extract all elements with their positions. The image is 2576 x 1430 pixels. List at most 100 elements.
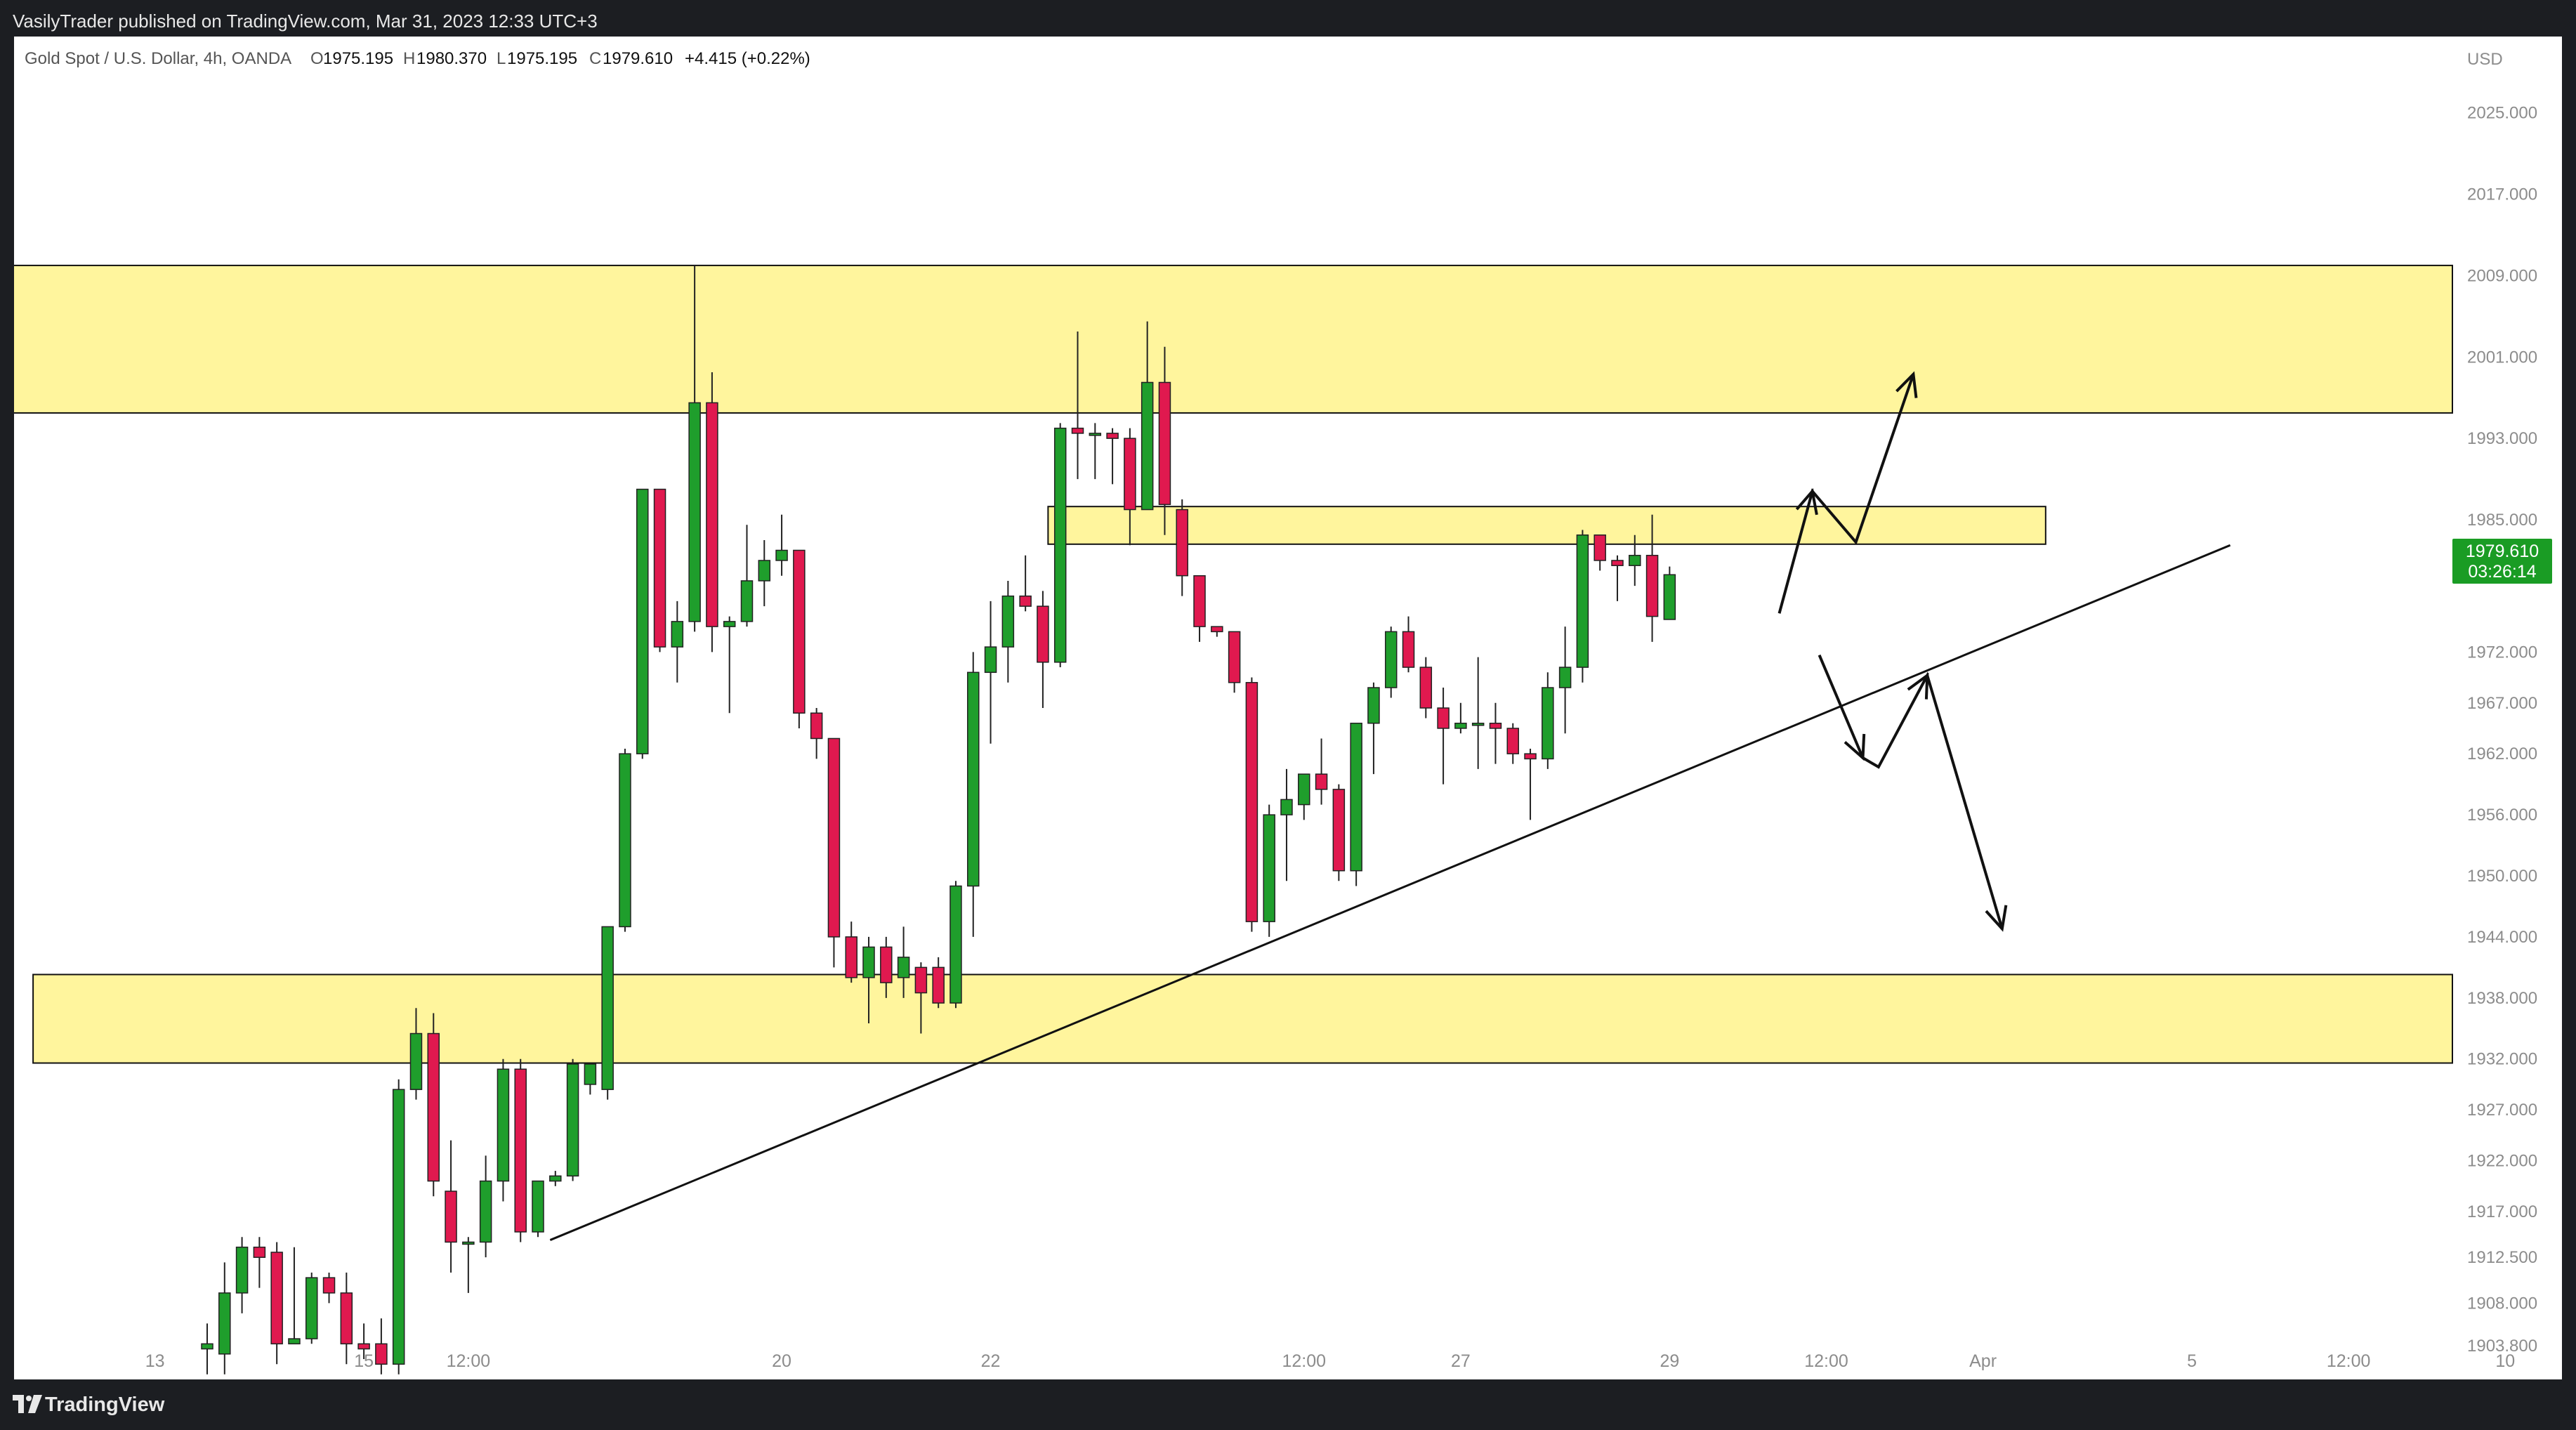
price-badge-bg <box>2452 539 2552 584</box>
candle-10 <box>357 1323 370 1360</box>
candle-body <box>688 402 701 622</box>
legend-high-key: H <box>403 49 415 68</box>
candle-body <box>392 1089 405 1365</box>
trendline-layer <box>549 544 2231 1241</box>
candle-79 <box>1558 627 1572 734</box>
candle-body <box>967 671 980 887</box>
candle-8 <box>322 1272 336 1304</box>
candle-24 <box>601 926 614 1100</box>
zone-2 <box>1047 506 2046 545</box>
candle-body <box>479 1180 492 1243</box>
candle-74 <box>1471 657 1485 769</box>
candle-18 <box>497 1058 510 1202</box>
candle-body <box>235 1246 249 1294</box>
candle-40 <box>880 936 893 998</box>
trendline <box>549 544 2231 1241</box>
candle-body <box>514 1068 527 1233</box>
candle-body <box>1263 814 1275 922</box>
legend-low-key: L <box>497 49 506 68</box>
candle-62 <box>1263 804 1275 937</box>
projection-arrowhead <box>1985 905 2008 932</box>
candle-23 <box>584 1063 597 1095</box>
price-tick-label: 1938.000 <box>2467 989 2537 1008</box>
price-axis[interactable]: 1903.800 1908.000 1912.500 1917.000 1922.000… <box>2467 104 2537 1356</box>
candle-body <box>880 946 893 983</box>
candle-11 <box>375 1318 388 1375</box>
price-tick-label: 1956.000 <box>2467 806 2537 825</box>
published-by-text: VasilyTrader published on TradingView.co… <box>13 11 598 32</box>
candle-body <box>1350 722 1362 872</box>
candle-body <box>584 1063 597 1085</box>
candle-body <box>445 1190 457 1243</box>
candle-body <box>845 936 857 978</box>
candle-73 <box>1454 702 1467 734</box>
legend-open-value: 1975.195 <box>323 49 393 68</box>
time-tick-label: 5 <box>2187 1351 2197 1371</box>
price-tick-label: 1944.000 <box>2467 928 2537 947</box>
price-tick-label: 1962.000 <box>2467 744 2537 763</box>
candle-14 <box>427 1013 440 1197</box>
time-tick-label: 12:00 <box>2327 1351 2371 1371</box>
price-tick-label: 2025.000 <box>2467 104 2537 123</box>
candle-body <box>932 966 945 1004</box>
price-tick-label: 1967.000 <box>2467 694 2537 713</box>
projection-arrows-layer <box>1777 371 2008 932</box>
candle-body <box>827 737 841 938</box>
zone-1 <box>14 264 2453 414</box>
candle-body <box>723 621 736 627</box>
candle-71 <box>1419 657 1433 719</box>
legend-high-value: 1980.370 <box>416 49 487 68</box>
candle-body <box>253 1246 266 1258</box>
candle-body <box>1106 433 1119 439</box>
candlestick-chart[interactable]: Gold Spot / U.S. Dollar, 4h, OANDA O 197… <box>14 37 2562 1379</box>
candle-67 <box>1350 722 1362 886</box>
price-tick-label: 2009.000 <box>2467 266 2537 285</box>
candle-body <box>1211 626 1223 633</box>
candle-60 <box>1228 631 1241 693</box>
candle-body <box>949 885 962 1004</box>
currency-label: USD <box>2467 50 2503 69</box>
price-tick-label: 2001.000 <box>2467 348 2537 367</box>
price-tick-label: 1985.000 <box>2467 511 2537 530</box>
candle-39 <box>862 936 875 1024</box>
candle-body <box>1524 753 1537 760</box>
candle-body <box>1298 773 1310 806</box>
candle-17 <box>479 1155 492 1258</box>
candle-body <box>653 488 666 648</box>
candle-56 <box>1158 346 1171 535</box>
time-tick-label: 12:00 <box>1282 1351 1326 1371</box>
price-badge-value: 1979.610 <box>2466 542 2539 561</box>
tradingview-logo-icon <box>13 1395 42 1413</box>
price-tick-label: 1903.800 <box>2467 1337 2537 1356</box>
candle-35 <box>793 549 806 728</box>
candle-body <box>1437 707 1450 729</box>
projection-path-1 <box>1777 374 1915 614</box>
candle-42 <box>914 962 928 1034</box>
candle-4 <box>253 1237 266 1288</box>
publication-header: VasilyTrader published on TradingView.co… <box>0 0 2576 42</box>
candle-43 <box>932 957 945 1009</box>
price-tick-label: 1912.500 <box>2467 1248 2537 1267</box>
price-tick-label: 1927.000 <box>2467 1101 2537 1120</box>
candle-85 <box>1663 566 1676 620</box>
candle-51 <box>1071 332 1084 480</box>
candle-body <box>897 957 910 978</box>
time-tick-label: 22 <box>981 1351 1001 1371</box>
price-tick-label: 1993.000 <box>2467 429 2537 448</box>
candle-22 <box>566 1058 579 1181</box>
time-tick-label: 20 <box>772 1351 791 1371</box>
projection-arrowhead <box>1795 488 1818 516</box>
candle-body <box>1332 789 1346 872</box>
brand-name: TradingView <box>45 1393 165 1416</box>
candle-37 <box>827 737 841 968</box>
candle-25 <box>619 748 631 932</box>
time-tick-label: 27 <box>1451 1351 1471 1371</box>
candle-5 <box>270 1242 283 1365</box>
candle-body <box>566 1063 579 1177</box>
time-tick-label: 13 <box>145 1351 165 1371</box>
candle-body <box>1419 667 1433 709</box>
candle-69 <box>1384 627 1398 698</box>
chart-area[interactable]: Gold Spot / U.S. Dollar, 4h, OANDA O 197… <box>14 37 2562 1379</box>
candle-body <box>1402 631 1415 668</box>
